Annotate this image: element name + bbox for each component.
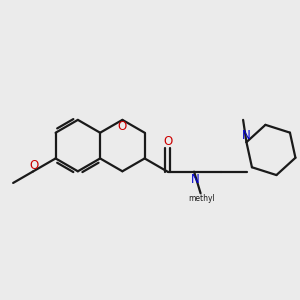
Text: N: N: [191, 172, 200, 185]
Text: N: N: [242, 129, 251, 142]
Text: O: O: [163, 135, 172, 148]
Text: methyl: methyl: [189, 194, 215, 203]
Text: O: O: [118, 120, 127, 133]
Text: O: O: [29, 159, 39, 172]
